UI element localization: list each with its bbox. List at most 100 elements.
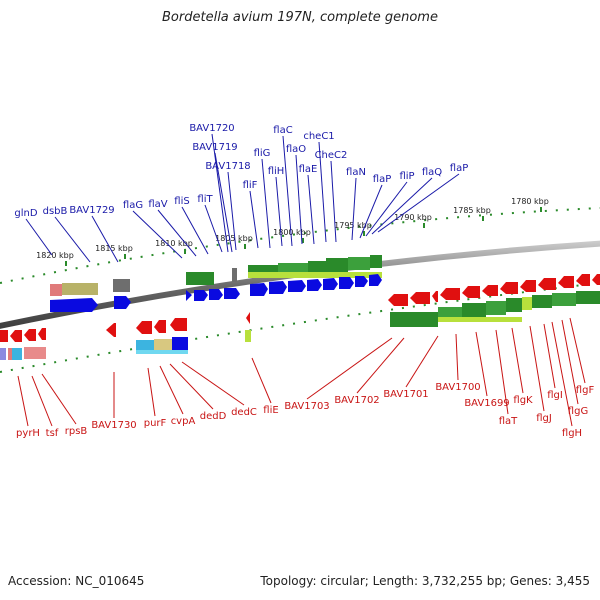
gene-label-bottom[interactable]: BAV1700 bbox=[435, 382, 480, 393]
label-leader-line bbox=[261, 158, 271, 249]
label-leader-line bbox=[227, 171, 237, 251]
gene-arrow bbox=[246, 312, 250, 324]
label-leader-line bbox=[132, 210, 183, 259]
gene-label-top[interactable]: flaC bbox=[273, 125, 292, 136]
gene-label-top[interactable]: flaG bbox=[123, 200, 143, 211]
gene-label-top[interactable]: flaN bbox=[346, 167, 366, 178]
label-leader-line bbox=[561, 319, 579, 405]
map-title: Bordetella avium 197N, complete genome bbox=[162, 10, 438, 25]
gene-arrow bbox=[250, 283, 268, 296]
gene-block bbox=[50, 284, 62, 296]
gene-label-top[interactable]: fliH bbox=[268, 166, 285, 177]
gene-label-bottom[interactable]: flgI bbox=[547, 390, 563, 401]
gene-label-top[interactable]: flaP bbox=[450, 163, 468, 174]
label-leader-line bbox=[91, 215, 119, 263]
gene-label-bottom[interactable]: purF bbox=[144, 418, 167, 429]
gene-arrow bbox=[576, 274, 590, 286]
scale-tick-mark bbox=[65, 261, 67, 266]
gene-arrow bbox=[558, 276, 574, 288]
gene-label-top[interactable]: BAV1718 bbox=[205, 161, 250, 172]
topology-text: Topology: circular; Length: 3,732,255 bp… bbox=[260, 574, 590, 588]
gene-label-top[interactable]: BAV1720 bbox=[189, 123, 234, 134]
gene-block bbox=[348, 257, 370, 270]
gene-label-bottom[interactable]: flgF bbox=[576, 385, 595, 396]
gene-block bbox=[232, 268, 237, 282]
gene-label-top[interactable]: cheC1 bbox=[303, 131, 334, 142]
scale-tick-mark bbox=[302, 238, 304, 243]
gene-label-top[interactable]: fliF bbox=[243, 180, 258, 191]
gene-label-bottom[interactable]: fliE bbox=[263, 405, 278, 416]
accession-text: Accession: NC_010645 bbox=[8, 574, 145, 588]
gene-block bbox=[24, 347, 46, 359]
gene-label-top[interactable]: fliP bbox=[399, 171, 414, 182]
label-leader-line bbox=[17, 375, 29, 427]
gene-block bbox=[438, 317, 522, 322]
gene-block bbox=[532, 295, 552, 308]
gene-label-bottom[interactable]: dedD bbox=[200, 411, 227, 422]
gene-label-bottom[interactable]: pyrH bbox=[16, 428, 40, 439]
gene-label-top[interactable]: BAV1719 bbox=[192, 142, 237, 153]
gene-label-bottom[interactable]: BAV1703 bbox=[284, 401, 329, 412]
gene-label-top[interactable]: flaE bbox=[299, 164, 318, 175]
top-strand-genes bbox=[50, 255, 382, 312]
gene-label-bottom[interactable]: BAV1702 bbox=[334, 395, 379, 406]
label-leader-line bbox=[551, 321, 573, 427]
label-leader-line bbox=[275, 176, 283, 247]
scale-tick-label: 1780 kbp bbox=[511, 197, 549, 206]
gene-arrow bbox=[194, 290, 208, 301]
gene-label-top[interactable]: fliT bbox=[197, 194, 213, 205]
scale-arc-inner bbox=[0, 282, 600, 373]
gene-label-bottom[interactable]: flgK bbox=[513, 395, 533, 406]
gene-arrow bbox=[154, 320, 166, 333]
gene-label-bottom[interactable]: cvpA bbox=[171, 416, 196, 427]
gene-arrow bbox=[500, 282, 518, 294]
gene-arrow bbox=[170, 318, 187, 331]
gene-arrow bbox=[209, 289, 223, 300]
scale-tick-mark bbox=[124, 254, 126, 259]
gene-label-bottom[interactable]: flgG bbox=[568, 406, 588, 417]
gene-label-top[interactable]: flaP bbox=[373, 174, 391, 185]
gene-label-bottom[interactable]: dedC bbox=[231, 407, 257, 418]
gene-label-top[interactable]: BAV1729 bbox=[69, 205, 114, 216]
gene-label-bottom[interactable]: flaT bbox=[499, 416, 518, 427]
scale-tick-mark bbox=[184, 249, 186, 254]
gene-block bbox=[552, 293, 576, 306]
gene-block bbox=[136, 340, 154, 353]
gene-arrow bbox=[24, 329, 36, 341]
gene-label-bottom[interactable]: BAV1701 bbox=[383, 389, 428, 400]
gene-arrow bbox=[50, 298, 98, 312]
gene-label-bottom[interactable]: BAV1730 bbox=[91, 420, 136, 431]
label-leader-line bbox=[282, 135, 293, 247]
gene-block bbox=[136, 350, 188, 354]
gene-label-top[interactable]: fliS bbox=[174, 196, 189, 207]
gene-label-bottom[interactable]: BAV1699 bbox=[464, 398, 509, 409]
bottom-strand-genes bbox=[0, 274, 600, 360]
gene-label-top[interactable]: glnD bbox=[14, 208, 37, 219]
label-leader-line bbox=[365, 181, 408, 237]
gene-label-bottom[interactable]: rpsB bbox=[65, 426, 88, 437]
label-leader-line bbox=[377, 173, 460, 233]
bottom-label-lines bbox=[17, 317, 586, 427]
gene-label-bottom[interactable]: tsf bbox=[46, 428, 59, 439]
gene-label-top[interactable]: dsbB bbox=[43, 206, 68, 217]
gene-label-top[interactable]: flaV bbox=[148, 199, 167, 210]
gene-block bbox=[576, 291, 600, 304]
gene-label-bottom[interactable]: flgH bbox=[562, 428, 582, 439]
label-leader-line bbox=[295, 154, 303, 245]
gene-block bbox=[390, 312, 438, 327]
gene-label-top[interactable]: fliG bbox=[254, 148, 271, 159]
gene-label-top[interactable]: CheC2 bbox=[315, 150, 348, 161]
genome-backbone bbox=[0, 240, 600, 329]
gene-arrow bbox=[369, 274, 382, 286]
label-leader-line bbox=[351, 177, 357, 241]
scale-tick-label: 1820 kbp bbox=[36, 251, 74, 260]
gene-block bbox=[0, 348, 6, 360]
label-leader-line bbox=[356, 337, 405, 394]
gene-label-bottom[interactable]: flgJ bbox=[536, 413, 552, 424]
gene-label-top[interactable]: flaO bbox=[286, 144, 306, 155]
gene-label-top[interactable]: flaQ bbox=[422, 167, 442, 178]
scale-tick-label: 1800 kbp bbox=[273, 228, 311, 237]
label-leader-line bbox=[318, 141, 327, 243]
